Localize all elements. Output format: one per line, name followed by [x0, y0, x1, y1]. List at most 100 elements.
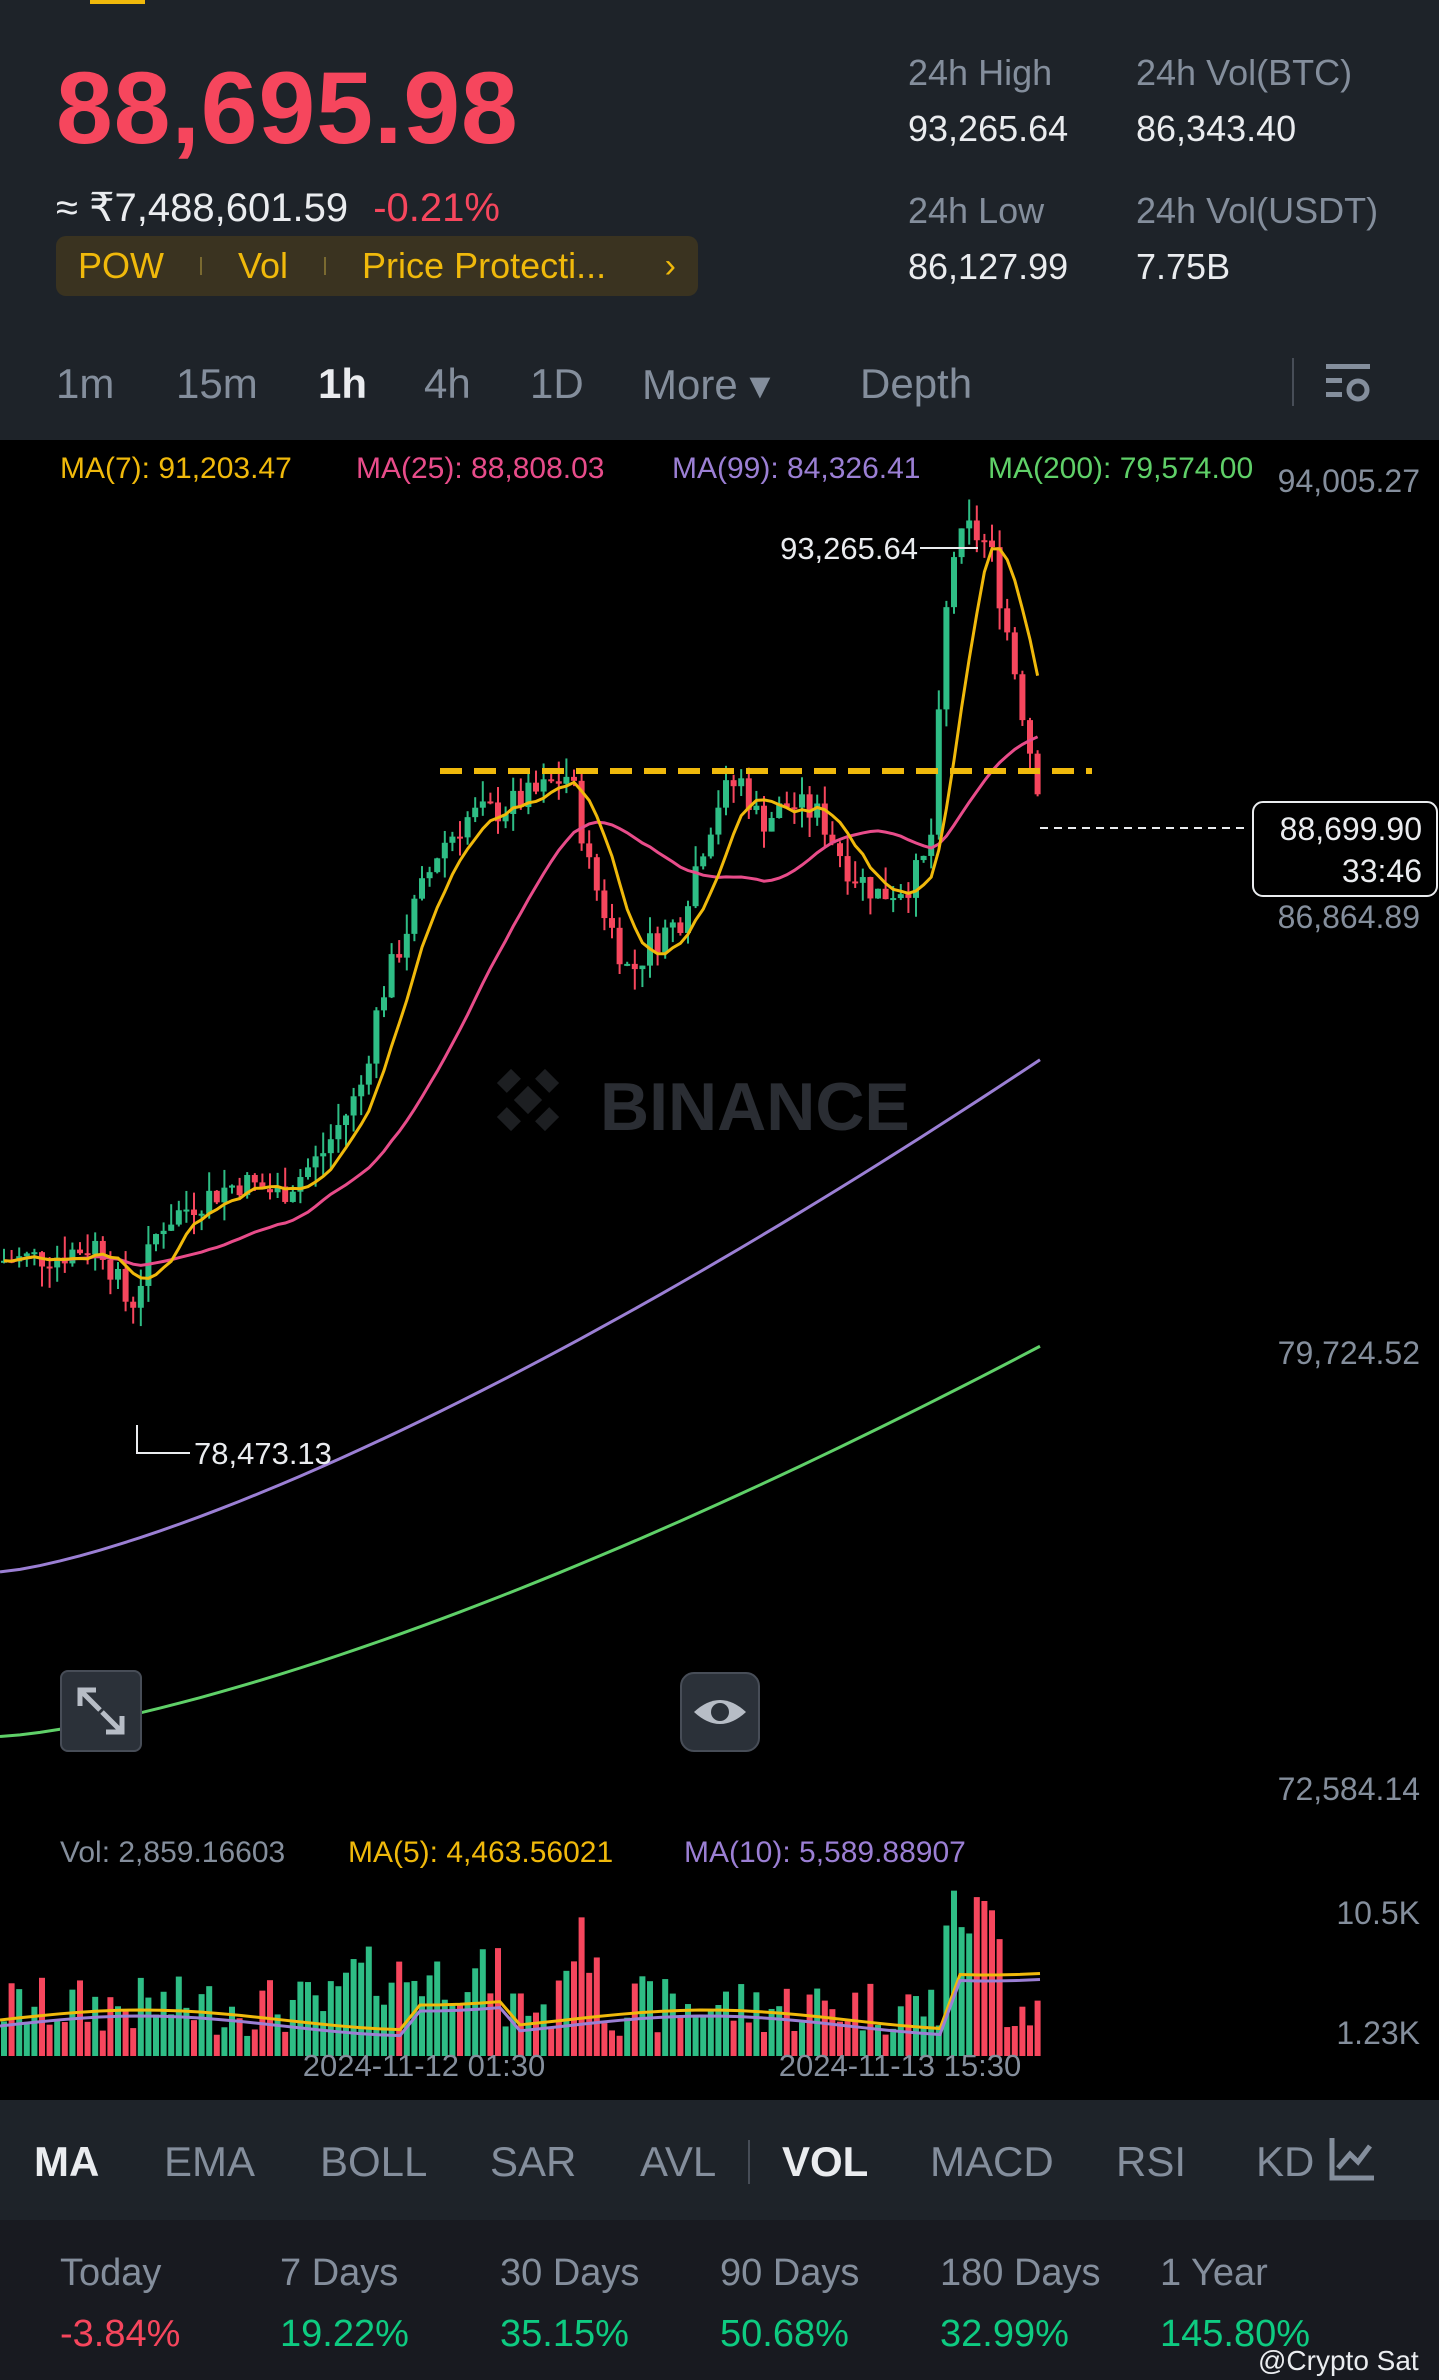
candle-body	[297, 1177, 304, 1192]
volume-bar	[730, 2020, 737, 2056]
volume-bar	[525, 2015, 532, 2056]
volume-bar	[776, 2006, 783, 2056]
perf-value: 19.22%	[280, 2313, 409, 2355]
chart-settings-icon[interactable]	[1324, 360, 1372, 406]
volume-bar	[305, 1982, 311, 2056]
tab-1h[interactable]: 1h	[318, 360, 368, 407]
volume-bar	[297, 1981, 304, 2056]
perf-label: 180 Days	[940, 2252, 1101, 2294]
perf-value: -3.84%	[60, 2313, 181, 2355]
volume-bar	[753, 1992, 760, 2056]
volume-bar	[1034, 2000, 1041, 2056]
volume-bar	[859, 2030, 866, 2056]
tab-more-dropdown[interactable]: More ▾	[642, 361, 771, 408]
toggle-visibility-button[interactable]	[680, 1672, 760, 1752]
chevron-right-icon[interactable]: ›	[664, 246, 676, 285]
volume-bar	[84, 2021, 91, 2056]
candle-body	[388, 954, 395, 998]
candle-body	[859, 877, 866, 883]
candle-body	[122, 1268, 129, 1302]
stat-label: 24h Vol(USDT)	[1136, 190, 1379, 231]
candle-body	[327, 1139, 334, 1154]
candle-body	[829, 834, 836, 844]
ma200-line	[0, 1344, 1041, 1738]
candle-body	[411, 898, 418, 934]
volume-bar	[99, 2030, 106, 2056]
candle-body	[745, 778, 752, 811]
perf-180d: 180 Days 32.99%	[940, 2252, 1101, 2356]
fiat-price: ≈ ₹7,488,601.59	[56, 186, 349, 230]
volume-bar	[343, 1972, 349, 2056]
volume-bar	[229, 2006, 235, 2056]
indicator-settings-icon[interactable]	[1328, 2136, 1376, 2182]
candle-body	[396, 954, 403, 958]
tab-4h[interactable]: 4h	[424, 360, 471, 407]
tag-bar[interactable]: POW Vol Price Protecti... ›	[56, 236, 698, 296]
chart-area[interactable]: BINANCE MA(7): 91,203.47 MA(25): 88,808.…	[0, 440, 1439, 2100]
tab-15m[interactable]: 15m	[176, 360, 258, 407]
stat-label: 24h Low	[908, 190, 1045, 231]
volume-bar	[31, 2006, 38, 2056]
fullscreen-button[interactable]	[60, 1670, 142, 1752]
candlestick-chart[interactable]: BINANCE MA(7): 91,203.47 MA(25): 88,808.…	[0, 440, 1439, 2100]
candle-body	[23, 1253, 30, 1257]
volume-bar	[335, 1986, 342, 2056]
candle-body	[951, 557, 957, 608]
candle-body	[206, 1190, 213, 1214]
volume-bar	[130, 2028, 137, 2056]
tag-vol[interactable]: Vol	[238, 245, 289, 286]
tag-price-protection[interactable]: Price Protecti...	[362, 245, 607, 286]
indicator-rsi[interactable]: RSI	[1116, 2138, 1187, 2185]
volume-bar	[890, 2028, 897, 2056]
ma99-line	[0, 1058, 1041, 1574]
indicator-boll[interactable]: BOLL	[320, 2138, 428, 2185]
candle-body	[434, 858, 441, 873]
tab-1m[interactable]: 1m	[56, 360, 115, 407]
indicator-kd[interactable]: KD	[1256, 2138, 1315, 2185]
candle-body	[806, 794, 813, 818]
volume-bar	[434, 1961, 441, 2056]
indicator-macd[interactable]: MACD	[930, 2138, 1054, 2185]
volume-bar	[54, 2019, 61, 2056]
candle-body	[783, 803, 790, 808]
candle-body	[343, 1115, 349, 1126]
ma7-line	[3, 547, 1040, 1280]
candle-body	[707, 834, 714, 857]
volume-bar	[1011, 2026, 1018, 2056]
volume-bar	[1, 2021, 7, 2056]
stat-value: 86,343.40	[1136, 108, 1297, 149]
indicator-avl[interactable]: AVL	[640, 2138, 717, 2185]
volume-bar	[441, 1999, 448, 2056]
volume-bar	[251, 2029, 258, 2056]
volume-bar	[320, 2011, 327, 2056]
volume-bar	[989, 1910, 995, 2056]
indicator-ema[interactable]: EMA	[164, 2138, 256, 2185]
indicator-ma[interactable]: MA	[34, 2138, 100, 2185]
volume-bar	[745, 2022, 752, 2056]
volume-bar	[669, 1993, 676, 2056]
candle-body	[578, 780, 585, 844]
volume-bar	[122, 2009, 129, 2056]
tab-1d[interactable]: 1D	[530, 360, 584, 407]
volume-bar	[844, 2021, 851, 2056]
ticker-header	[0, 0, 1439, 440]
indicator-sar[interactable]: SAR	[490, 2138, 577, 2185]
volume-bar	[624, 2017, 631, 2056]
candle-body	[510, 790, 517, 815]
candle-body	[274, 1186, 281, 1193]
perf-label: 1 Year	[1160, 2252, 1268, 2294]
tab-depth[interactable]: Depth	[860, 360, 973, 407]
volume-bar	[616, 2035, 623, 2056]
candle-body	[548, 779, 555, 782]
tag-pow[interactable]: POW	[78, 245, 164, 286]
candle-body	[312, 1156, 319, 1168]
candle-body	[943, 607, 950, 710]
vol-legend: Vol: 2,859.16603	[60, 1836, 285, 1869]
volume-bar	[837, 2021, 843, 2056]
candle-body	[875, 888, 881, 899]
candle-body	[320, 1153, 327, 1157]
volume-bar	[768, 2008, 775, 2056]
volume-bar	[1019, 2006, 1026, 2056]
ma7-legend: MA(7): 91,203.47	[60, 452, 292, 485]
indicator-vol[interactable]: VOL	[782, 2138, 869, 2185]
